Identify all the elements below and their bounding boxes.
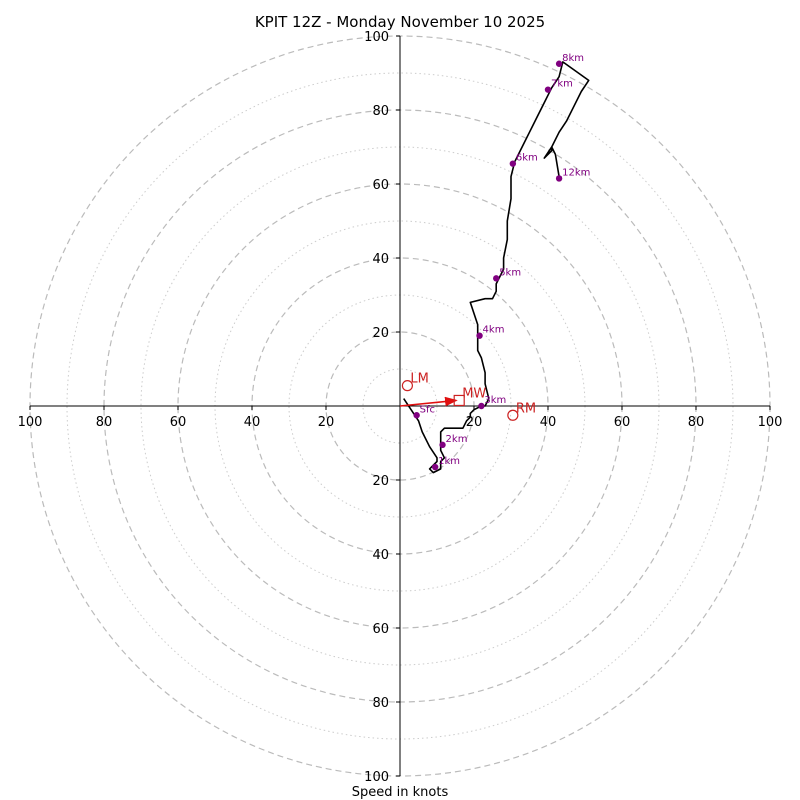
height-label-1km: 1km [438,456,460,467]
height-marker-1km [431,463,439,471]
y-tick-label: 80 [372,696,389,711]
storm-label-LM: LM [410,372,428,387]
x-axis-label: Speed in knots [352,785,449,800]
height-marker-3km [478,402,485,410]
y-tick-label: 60 [372,622,389,637]
y-tick-label: 20 [372,326,389,341]
height-label-2km: 2km [446,434,468,445]
height-marker-Sfc [413,412,420,419]
storm-motion-RM [507,409,519,421]
wind-profile-line [403,61,590,474]
x-tick-label: 80 [96,415,113,430]
height-label-5km: 5km [499,267,521,278]
storm-label-MW: MW [462,386,486,401]
x-tick-label: 100 [18,415,43,430]
x-tick-label: 40 [540,415,557,430]
height-label-7km: 7km [551,79,573,90]
x-tick-label: 80 [688,415,705,430]
height-label-Sfc: Sfc [420,404,435,415]
height-marker-8km [555,60,563,67]
y-tick-label: 40 [372,548,389,563]
mean-wind-arrow [399,396,458,407]
chart-title: KPIT 12Z - Monday November 10 2025 [255,13,545,31]
y-tick-label: 100 [364,30,389,45]
storm-label-RM: RM [516,401,536,416]
y-tick-label: 20 [372,474,389,489]
x-tick-label: 60 [614,415,631,430]
y-tick-label: 80 [372,104,389,119]
height-label-8km: 8km [562,53,584,64]
height-label-6km: 6km [516,153,538,164]
height-marker-12km [555,175,563,182]
height-marker-7km [544,86,552,93]
height-marker-4km [476,332,483,339]
height-label-12km: 12km [562,167,590,178]
x-tick-label: 100 [758,415,783,430]
height-marker-2km [439,441,446,449]
storm-motion-LM [401,380,413,392]
height-label-4km: 4km [483,325,505,336]
x-tick-label: 20 [466,415,483,430]
height-marker-6km [509,160,517,167]
y-tick-label: 40 [372,252,389,267]
height-label-3km: 3km [484,395,506,406]
x-tick-label: 60 [170,415,187,430]
x-tick-label: 20 [318,415,335,430]
y-tick-label: 100 [364,770,389,785]
y-tick-label: 60 [372,178,389,193]
storm-motion-MW [453,394,465,407]
x-tick-label: 40 [244,415,261,430]
height-marker-5km [493,275,500,282]
